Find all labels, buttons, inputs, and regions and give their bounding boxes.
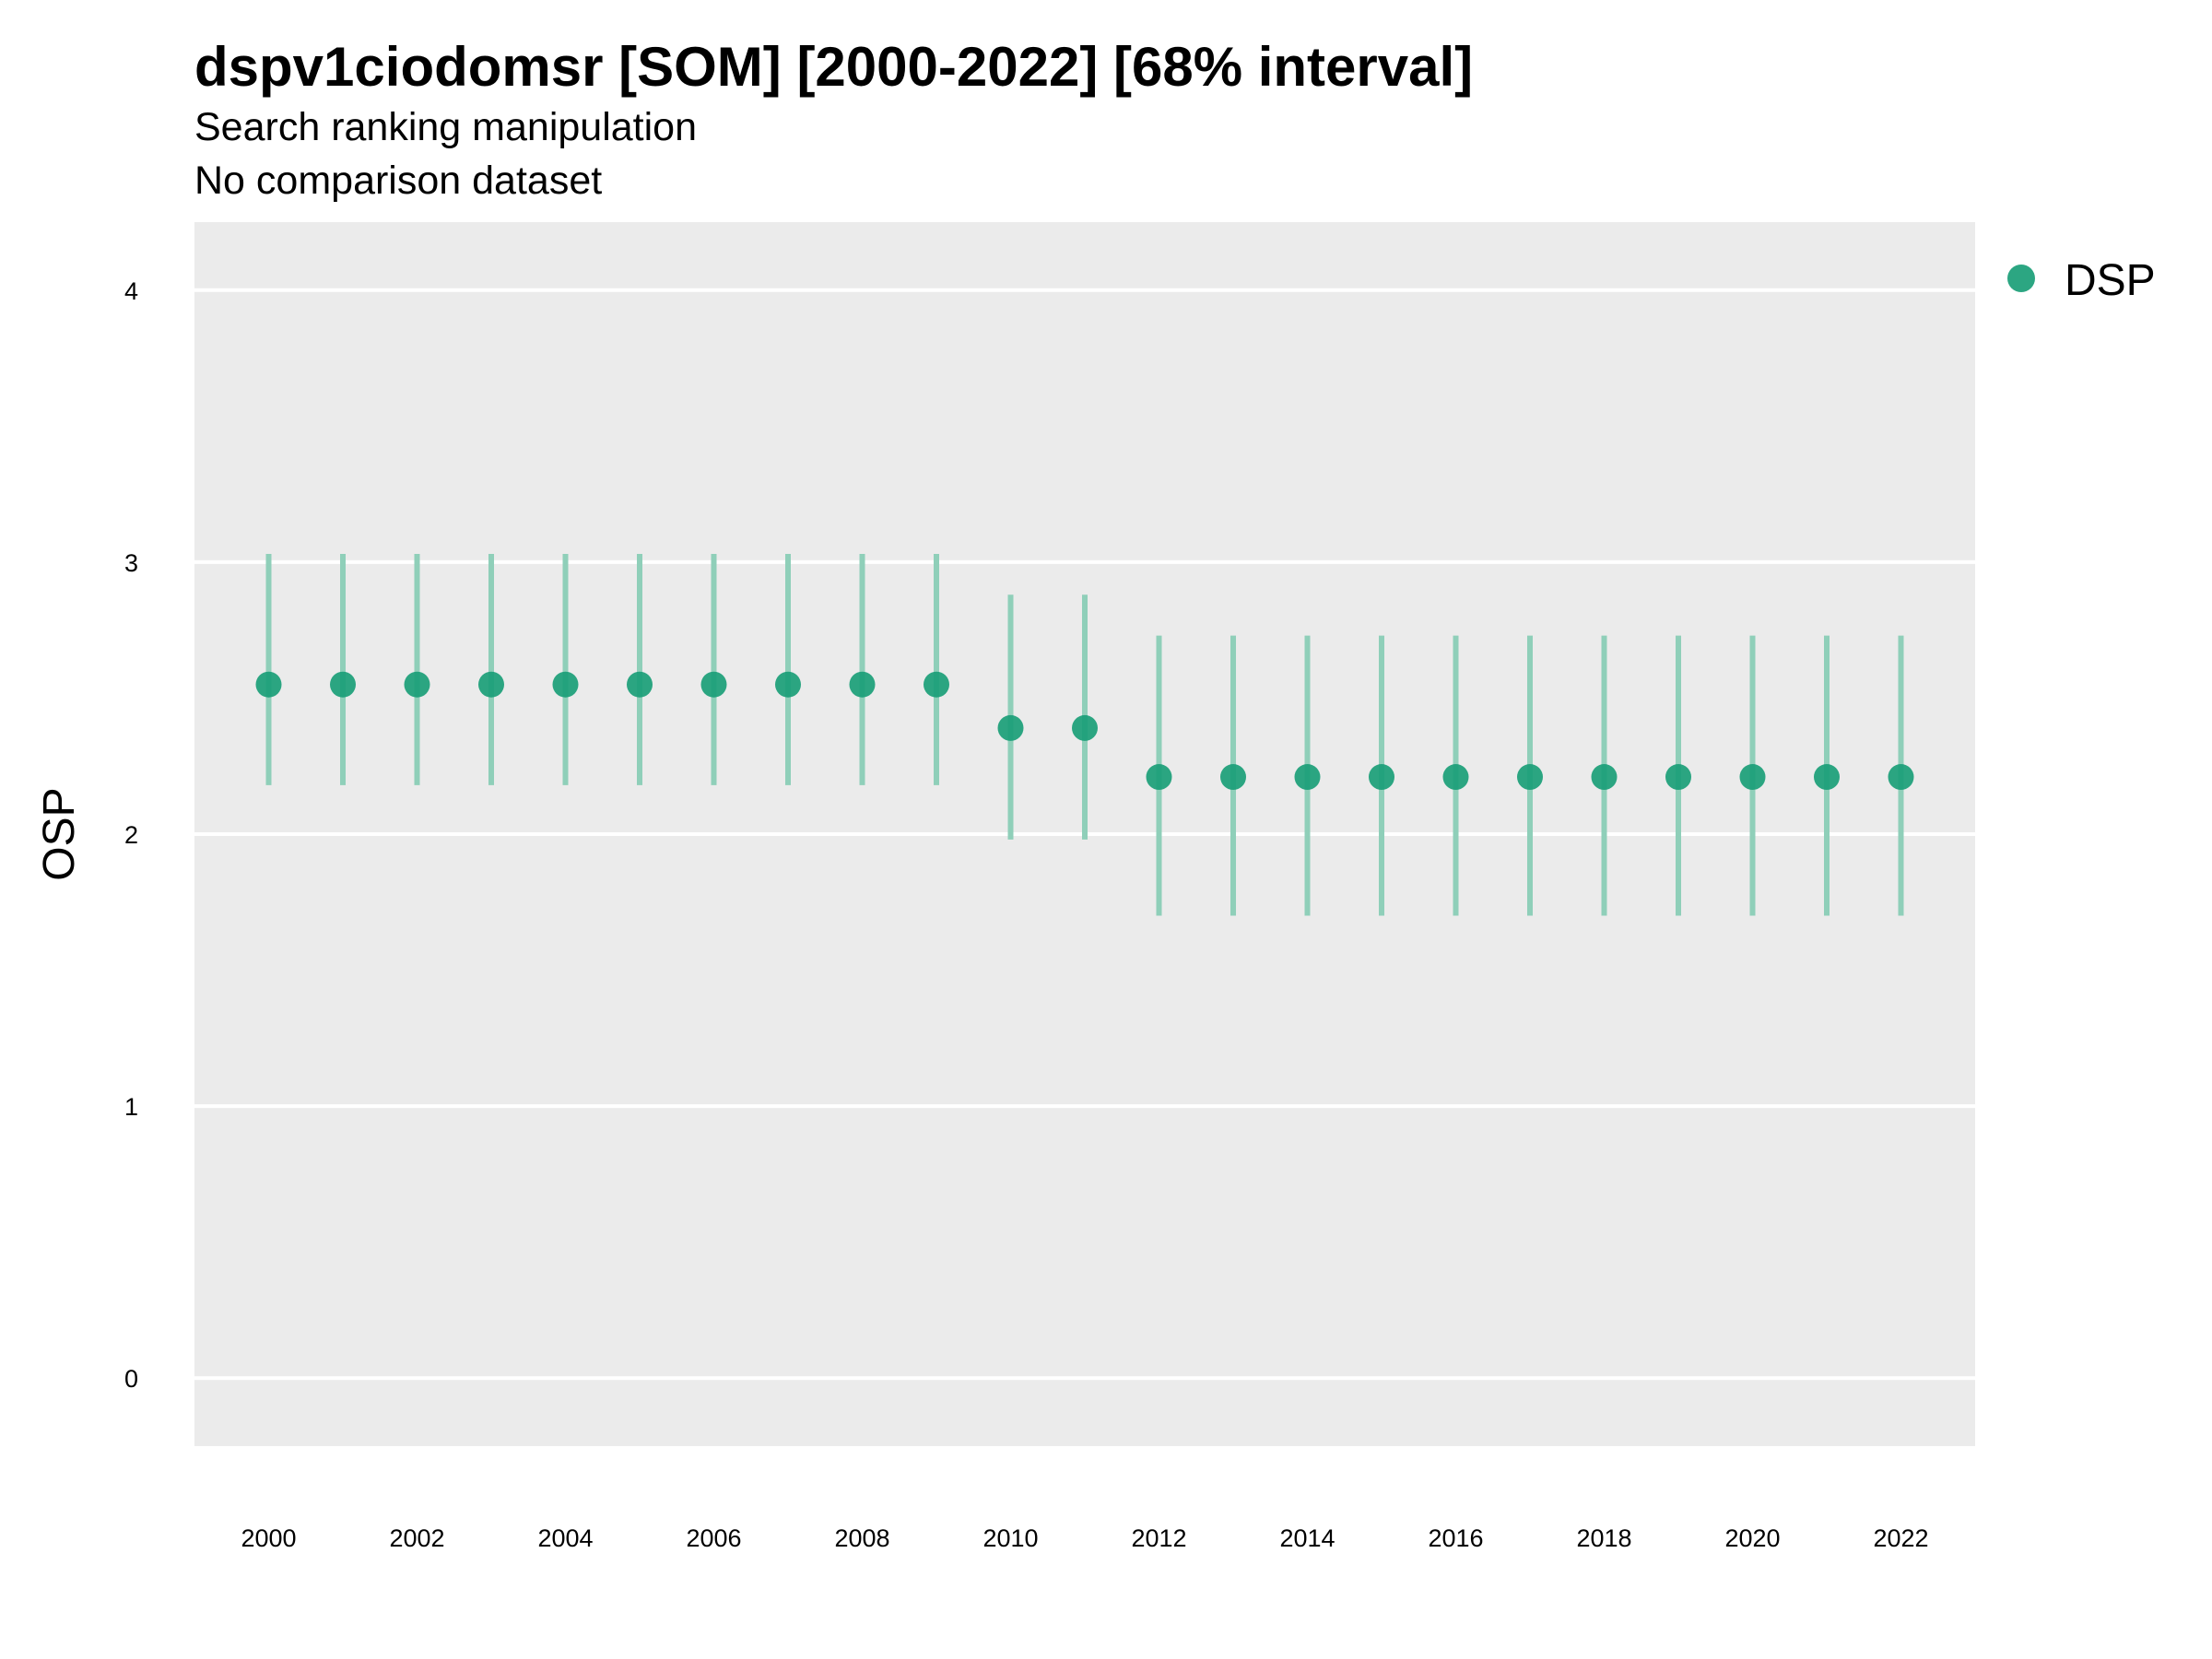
data-point-2008 (849, 671, 876, 698)
data-point-2017 (1517, 764, 1543, 791)
data-point-2003 (478, 671, 504, 698)
data-point-2016 (1442, 764, 1469, 791)
x-tick-label-2008: 2008 (834, 1524, 889, 1552)
data-point-2020 (1739, 764, 1766, 791)
x-tick-label-2022: 2022 (1873, 1524, 1928, 1552)
data-point-2009 (924, 671, 949, 698)
data-point-2014 (1294, 764, 1321, 791)
data-point-2006 (700, 671, 727, 698)
y-tick-label-1: 1 (124, 1093, 138, 1121)
y-axis-title: OSP (35, 787, 84, 880)
data-point-2002 (404, 671, 430, 698)
legend: DSP (2007, 256, 2156, 305)
data-point-2005 (627, 671, 653, 698)
x-tick-label-2000: 2000 (241, 1524, 296, 1552)
data-point-2010 (997, 714, 1024, 741)
data-point-2021 (1814, 764, 1840, 791)
x-tick-label-2018: 2018 (1576, 1524, 1631, 1552)
data-point-2018 (1591, 764, 1618, 791)
legend-key-dsp (2007, 265, 2035, 292)
chart-subtitle-line-2: No comparison dataset (194, 159, 603, 203)
x-tick-label-2020: 2020 (1724, 1524, 1780, 1552)
data-point-2011 (1072, 714, 1098, 741)
data-point-2004 (552, 671, 579, 698)
x-tick-label-2004: 2004 (537, 1524, 593, 1552)
chart-title: dspv1ciodomsr [SOM] [2000-2022] [68% int… (194, 36, 1474, 98)
data-point-2015 (1369, 764, 1394, 791)
x-tick-label-2002: 2002 (389, 1524, 444, 1552)
x-tick-label-2006: 2006 (686, 1524, 741, 1552)
legend-label-dsp: DSP (2065, 256, 2156, 305)
y-axis-ticks: 0 1 2 3 4 (124, 277, 138, 1393)
data-point-2001 (330, 671, 356, 698)
data-point-2012 (1146, 764, 1172, 791)
data-point-2022 (1888, 764, 1914, 791)
x-tick-label-2014: 2014 (1279, 1524, 1335, 1552)
y-tick-label-4: 4 (124, 277, 138, 305)
data-point-2019 (1665, 764, 1691, 791)
data-point-2013 (1220, 764, 1246, 791)
data-point-2007 (775, 671, 801, 698)
x-tick-label-2012: 2012 (1131, 1524, 1186, 1552)
y-tick-label-0: 0 (124, 1365, 138, 1393)
data-point-2000 (255, 671, 282, 698)
data-points (255, 671, 1914, 791)
y-tick-label-3: 3 (124, 549, 138, 577)
chart-subtitle-line-1: Search ranking manipulation (194, 105, 697, 149)
x-axis-ticks: 2000 2002 2004 2006 2008 2010 2012 2014 2016 2018… (241, 1524, 1928, 1552)
x-tick-label-2010: 2010 (982, 1524, 1038, 1552)
x-tick-label-2016: 2016 (1428, 1524, 1483, 1552)
y-tick-label-2: 2 (124, 821, 138, 849)
